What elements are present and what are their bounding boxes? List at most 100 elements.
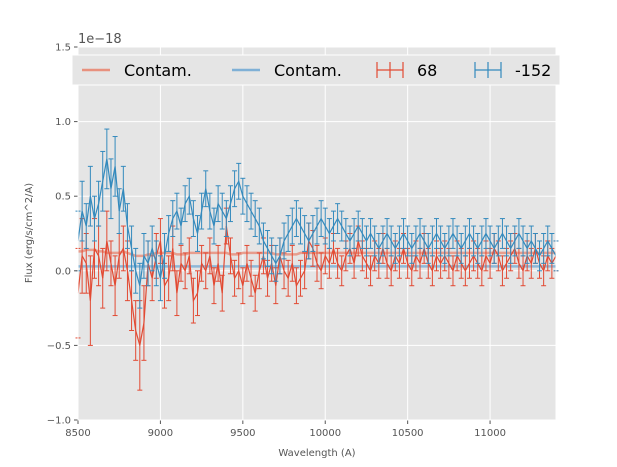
- error-bar: [207, 192, 213, 230]
- error-bar: [195, 215, 200, 252]
- series-2-group: [75, 128, 559, 309]
- error-bar: [487, 225, 493, 257]
- error-bar: [108, 158, 114, 220]
- error-bar: [87, 255, 93, 346]
- error-bar: [182, 185, 188, 223]
- error-bar: [223, 200, 229, 237]
- legend-entry: Contam.: [232, 61, 342, 80]
- legend-entry: Contam.: [82, 61, 192, 80]
- legend-label: -152: [515, 61, 551, 80]
- error-bar: [446, 225, 452, 257]
- error-bar: [273, 244, 279, 282]
- error-bar: [339, 255, 345, 287]
- error-bar: [256, 252, 262, 290]
- error-bar: [248, 259, 254, 297]
- error-bar: [351, 218, 357, 249]
- legend-label: Contam.: [124, 61, 192, 80]
- x-tick-label: 9500: [230, 428, 255, 439]
- error-bar: [207, 237, 213, 275]
- x-tick-label: 8500: [65, 428, 90, 439]
- error-bar: [335, 247, 341, 279]
- error-bar: [504, 225, 510, 257]
- error-bar: [289, 244, 295, 282]
- error-bar: [298, 259, 304, 297]
- error-bar: [508, 233, 514, 264]
- error-bar: [285, 259, 291, 297]
- error-bar: [347, 225, 353, 257]
- error-bar: [322, 207, 328, 245]
- error-bar: [174, 270, 180, 317]
- error-bar: [330, 210, 336, 242]
- error-bar: [211, 267, 217, 305]
- error-bar: [285, 215, 291, 252]
- error-bar: [195, 270, 200, 317]
- error-bar: [302, 215, 308, 252]
- error-bar: [215, 244, 221, 282]
- error-bar: [219, 274, 225, 312]
- error-bar: [211, 207, 217, 245]
- error-bar: [203, 252, 209, 290]
- error-bar: [289, 207, 295, 245]
- error-bar: [244, 185, 250, 223]
- error-bar: [215, 185, 221, 223]
- error-bar: [475, 233, 481, 264]
- error-bar: [178, 207, 184, 245]
- error-bar: [256, 207, 262, 245]
- error-bar: [252, 200, 258, 237]
- error-bar: [537, 240, 543, 272]
- error-bar: [281, 222, 287, 260]
- y-tick-label: −0.5: [47, 341, 71, 352]
- error-bar: [219, 192, 225, 230]
- error-bar: [190, 200, 196, 237]
- error-bar: [302, 252, 308, 290]
- error-bar: [100, 150, 106, 212]
- error-bar: [87, 165, 93, 227]
- x-tick-label: 10000: [309, 428, 341, 439]
- error-bar: [343, 218, 349, 249]
- error-bar: [454, 225, 460, 257]
- error-bar: [153, 240, 159, 287]
- error-bar: [458, 233, 464, 264]
- error-bar: [396, 225, 402, 257]
- error-bar: [112, 136, 118, 197]
- error-bar: [520, 225, 526, 257]
- error-bar: [293, 267, 299, 305]
- error-bar: [166, 215, 172, 252]
- y-offset-label: 1e−18: [78, 32, 122, 47]
- error-bar: [199, 192, 205, 230]
- y-tick-label: 1.0: [55, 117, 71, 128]
- error-bar-series: [75, 128, 559, 391]
- error-bar: [232, 170, 238, 208]
- error-bar: [79, 180, 85, 242]
- error-bar: [166, 255, 172, 302]
- error-bar: [495, 225, 501, 257]
- error-bar: [425, 233, 431, 264]
- error-bar: [190, 277, 196, 324]
- legend-entry: 68: [376, 61, 437, 80]
- error-bar: [339, 210, 345, 242]
- y-tick-label: 0.5: [55, 192, 71, 203]
- error-bar: [471, 225, 477, 257]
- error-bar: [413, 225, 419, 257]
- error-bar: [363, 225, 369, 257]
- error-bar: [227, 185, 233, 223]
- error-bar: [314, 207, 320, 245]
- error-bar: [203, 170, 209, 208]
- error-bar: [174, 192, 180, 230]
- error-bar: [434, 218, 439, 249]
- error-bar: [91, 195, 97, 242]
- error-bar: [388, 225, 394, 257]
- error-bar: [524, 233, 530, 264]
- error-bar: [499, 218, 505, 249]
- error-bar: [401, 218, 407, 249]
- x-tick-label: 9000: [148, 428, 173, 439]
- x-tick-label: 11000: [474, 428, 506, 439]
- error-bar: [116, 188, 122, 234]
- error-bar: [277, 237, 283, 275]
- error-bar: [491, 233, 497, 264]
- legend-label: 68: [417, 61, 437, 80]
- error-bar: [120, 225, 126, 272]
- error-bar: [442, 233, 448, 264]
- error-bar: [145, 240, 151, 287]
- error-bar: [293, 200, 299, 237]
